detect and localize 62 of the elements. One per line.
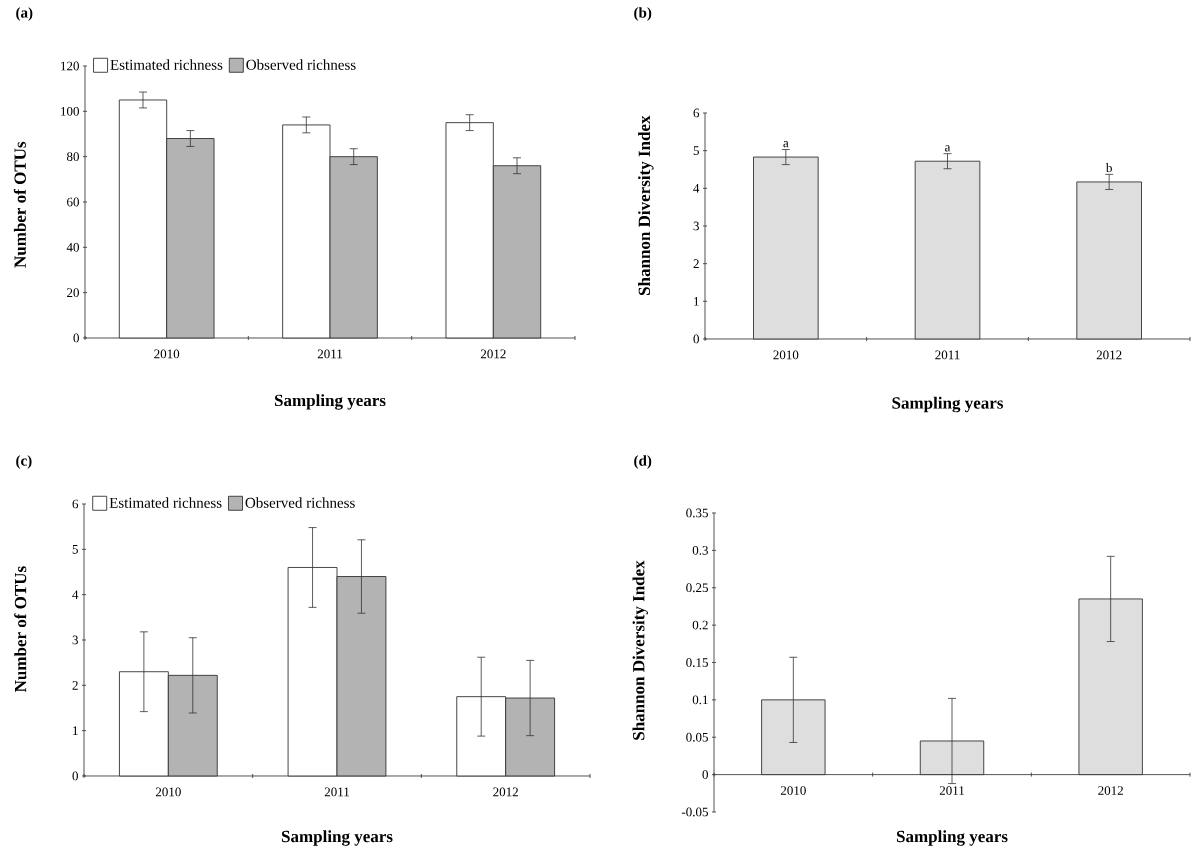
y-tick-label: 4 bbox=[72, 590, 79, 599]
y-tick-label: 5 bbox=[72, 544, 78, 554]
y-tick-label: 0 bbox=[693, 334, 699, 344]
annotation: b bbox=[1105, 163, 1112, 173]
x-tick-label: 2012 bbox=[1096, 350, 1122, 360]
y-tick-label: 1 bbox=[73, 726, 78, 735]
x-tick-label: 2010 bbox=[155, 787, 181, 797]
x-tick-label: 2010 bbox=[154, 349, 180, 359]
y-tick-label: 60 bbox=[67, 197, 79, 207]
y-tick-label: 0 bbox=[72, 771, 78, 781]
y-axis-title: Number of OTUs bbox=[14, 566, 27, 693]
y-tick-label: 120 bbox=[61, 61, 79, 71]
x-axis-title: Sampling years bbox=[274, 394, 386, 410]
x-tick-label: 2011 bbox=[939, 786, 964, 795]
x-axis-title: Sampling years bbox=[896, 830, 1008, 846]
x-tick-label: 2012 bbox=[1098, 786, 1123, 795]
legend-label: Estimated richness bbox=[110, 59, 223, 70]
chart-title: (a) bbox=[16, 7, 33, 21]
y-tick-label: 6 bbox=[72, 499, 79, 509]
y-tick-label: 1 bbox=[694, 296, 699, 306]
y-tick-label: 0.15 bbox=[686, 658, 708, 667]
y-tick-label: 80 bbox=[66, 152, 79, 161]
y-tick-label: 3 bbox=[72, 635, 78, 645]
y-tick-label: 40 bbox=[66, 242, 79, 252]
y-tick-label: 3 bbox=[693, 221, 699, 231]
y-tick-label: 0.1 bbox=[692, 695, 708, 705]
y-tick-label: -0.05 bbox=[681, 807, 708, 817]
chart-title: (d) bbox=[634, 455, 652, 469]
legend-label: Estimated richness bbox=[109, 497, 222, 508]
x-axis-title: Sampling years bbox=[281, 830, 393, 846]
y-tick-label: 6 bbox=[693, 108, 700, 118]
y-tick-label: 4 bbox=[693, 183, 700, 193]
y-axis-title: Shannon Diversity Index bbox=[638, 115, 654, 295]
x-tick-label: 2011 bbox=[324, 787, 349, 797]
y-tick-label: 20 bbox=[67, 288, 79, 297]
bar bbox=[914, 160, 981, 340]
x-tick-label: 2010 bbox=[780, 786, 806, 795]
y-tick-label: 0 bbox=[702, 770, 708, 779]
x-tick-label: 2011 bbox=[935, 350, 960, 360]
y-tick-label: 2 bbox=[72, 680, 78, 690]
x-axis-title: Sampling years bbox=[892, 396, 1004, 413]
y-tick-label: 0 bbox=[73, 333, 79, 343]
annotation: a bbox=[783, 141, 789, 148]
legend-label: Observed richness bbox=[246, 59, 356, 70]
chart-title: (c) bbox=[16, 455, 32, 469]
y-tick-label: 0.05 bbox=[686, 732, 708, 742]
annotation: a bbox=[945, 145, 951, 152]
legend-label: Observed richness bbox=[245, 497, 355, 508]
x-tick-label: 2012 bbox=[493, 787, 518, 797]
x-tick-label: 2012 bbox=[480, 349, 506, 359]
y-axis-title: Shannon Diversity Index bbox=[632, 560, 648, 740]
y-tick-label: 0.2 bbox=[692, 620, 708, 630]
y-tick-label: 0.3 bbox=[692, 545, 708, 555]
chart-title: (b) bbox=[634, 7, 652, 21]
y-tick-label: 0.35 bbox=[686, 508, 708, 518]
y-tick-label: 2 bbox=[693, 259, 699, 268]
y-tick-label: 0.25 bbox=[686, 583, 708, 593]
y-axis-title: Number of OTUs bbox=[13, 141, 26, 268]
y-tick-label: 100 bbox=[61, 106, 79, 116]
y-tick-label: 5 bbox=[693, 146, 699, 155]
x-tick-label: 2010 bbox=[773, 350, 799, 360]
x-tick-label: 2011 bbox=[317, 349, 342, 359]
